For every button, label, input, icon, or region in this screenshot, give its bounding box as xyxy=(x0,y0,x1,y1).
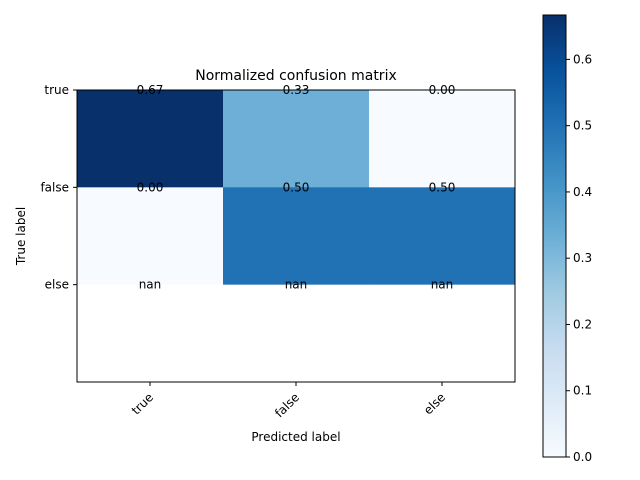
cell-value-label: 0.00 xyxy=(429,83,456,97)
colorbar-tick-label: 0.3 xyxy=(573,251,592,265)
heatmap-cell-1-0 xyxy=(77,187,224,286)
x-tick-label: else xyxy=(421,390,448,417)
cell-value-label: nan xyxy=(139,278,162,292)
heatmap-cell-2-1 xyxy=(223,284,370,383)
cell-value-label: 0.67 xyxy=(137,83,164,97)
colorbar-tick-label: 0.0 xyxy=(573,450,592,464)
y-tick-label: else xyxy=(45,278,69,292)
y-tick-label: true xyxy=(44,83,69,97)
heatmap-cells xyxy=(77,90,516,383)
heatmap-cell-1-2 xyxy=(369,187,516,286)
heatmap-cell-0-0 xyxy=(77,90,224,188)
heatmap-cell-0-1 xyxy=(223,90,370,188)
colorbar-tick-label: 0.4 xyxy=(573,185,592,199)
x-tick-label: true xyxy=(129,390,156,417)
cell-value-label: 0.33 xyxy=(283,83,310,97)
colorbar-tick-label: 0.2 xyxy=(573,317,592,331)
cell-value-label: nan xyxy=(431,278,454,292)
colorbar xyxy=(542,14,567,458)
colorbar-tick-label: 0.1 xyxy=(573,384,592,398)
colorbar-tick-label: 0.5 xyxy=(573,119,592,133)
y-axis-label: True label xyxy=(14,207,28,266)
cell-labels: 0.67 0.33 0.00 0.00 0.50 0.50 nan nan nan xyxy=(137,83,456,292)
cell-value-label: 0.50 xyxy=(283,180,310,194)
cell-value-label: 0.00 xyxy=(137,180,164,194)
y-tick-label: false xyxy=(40,180,69,194)
heatmap-cell-1-1 xyxy=(223,187,370,286)
heatmap-cell-0-2 xyxy=(369,90,516,188)
heatmap-cell-2-0 xyxy=(77,284,224,383)
chart-title: Normalized confusion matrix xyxy=(195,68,397,84)
x-axis-label: Predicted label xyxy=(251,430,340,444)
colorbar-tick-label: 0.6 xyxy=(573,52,592,66)
heatmap-cell-2-2 xyxy=(369,284,516,383)
x-axis: true false else xyxy=(129,382,448,420)
cell-value-label: 0.50 xyxy=(429,180,456,194)
colorbar-axis: 0.0 0.1 0.2 0.3 0.4 0.5 0.6 xyxy=(566,52,592,464)
cell-value-label: nan xyxy=(285,278,308,292)
y-axis: true false else xyxy=(40,83,77,292)
x-tick-label: false xyxy=(272,390,302,420)
